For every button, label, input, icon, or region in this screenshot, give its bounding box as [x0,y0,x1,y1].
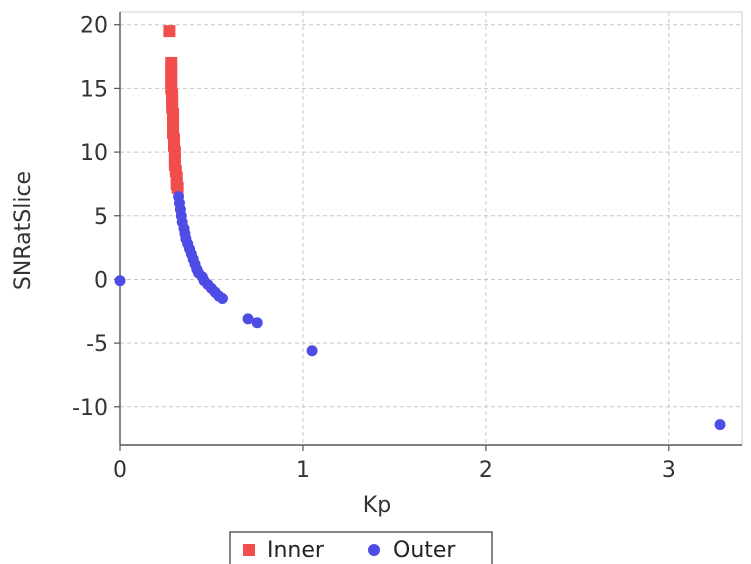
x-tick-label: 2 [479,458,493,483]
y-tick-label: -10 [72,396,108,421]
y-tick-labels: 20 15 10 5 0 -5 -10 [72,14,108,421]
legend-box [229,531,493,564]
legend-swatch-inner [243,544,255,556]
y-tick-label: 0 [94,268,108,293]
plot-area [119,11,743,446]
point-outer [251,317,263,329]
y-tick-label: 20 [80,14,108,39]
point-inner [171,181,184,194]
axes [114,12,742,451]
legend-swatch-outer [368,544,380,556]
grid-lines [119,11,743,446]
y-axis-title: SNRatSlice [11,171,36,290]
point-outer [242,313,254,325]
legend: Inner Outer [229,531,493,564]
x-tick-labels: 0 1 2 3 [113,458,676,483]
legend-label-inner: Inner [267,538,325,563]
legend-label-outer: Outer [393,538,456,563]
x-tick-label: 1 [296,458,310,483]
point-outer [114,275,126,287]
point-outer [216,293,228,305]
point-inner [163,25,176,38]
y-tick-label: 5 [94,205,108,230]
x-tick-label: 3 [662,458,676,483]
y-tick-label: -5 [86,332,108,357]
y-tick-label: 15 [80,77,108,102]
point-outer [306,345,318,357]
x-axis-title: Kp [363,493,391,518]
data-points [114,25,726,431]
x-tick-label: 0 [113,458,127,483]
y-tick-label: 10 [80,141,108,166]
point-outer [714,419,726,431]
